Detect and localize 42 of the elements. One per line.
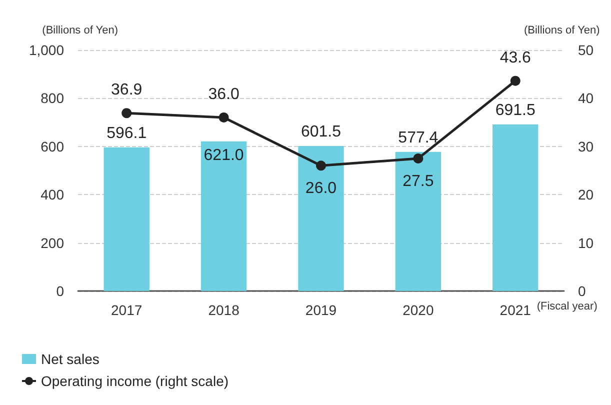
- x-axis-title: (Fiscal year): [536, 300, 598, 312]
- point: [218, 112, 229, 122]
- point: [413, 153, 424, 164]
- point: [316, 160, 326, 171]
- x-tick-label: 2019: [305, 302, 337, 318]
- y-tick-label: 0: [56, 283, 64, 299]
- bar: [492, 124, 538, 291]
- x-tick-label: 2020: [402, 302, 434, 318]
- y2-tick-label: 30: [578, 138, 594, 154]
- data-label: 596.1: [106, 124, 147, 142]
- legend-label: Net sales: [41, 351, 100, 367]
- point: [122, 108, 132, 118]
- data-label: 26.0: [305, 180, 337, 198]
- y2-tick-label: 50: [578, 42, 594, 58]
- data-label: 36.0: [208, 86, 240, 103]
- y-tick-label: 200: [40, 234, 64, 251]
- y-tick-label: 1,000: [28, 42, 64, 58]
- legend-label: Operating income (right scale): [41, 373, 229, 389]
- y-tick-label: 400: [40, 186, 64, 203]
- y2-tick-label: 0: [578, 283, 586, 299]
- y2-tick-label: 40: [578, 90, 594, 106]
- data-label: 577.4: [398, 129, 438, 146]
- bar: [104, 147, 150, 291]
- data-label: 36.9: [111, 82, 142, 99]
- data-label: 27.5: [402, 172, 434, 190]
- data-label: 691.5: [495, 102, 536, 119]
- y-tick-label: 800: [40, 90, 64, 106]
- data-label: 43.6: [500, 49, 532, 66]
- data-label: 601.5: [300, 124, 342, 141]
- bar: [200, 141, 247, 291]
- x-tick-label: 2021: [500, 302, 532, 318]
- y-tick-label: 600: [40, 138, 64, 154]
- x-tick-label: 2017: [111, 302, 142, 318]
- point: [510, 76, 520, 86]
- y-axis-title: (Billions of Yen): [42, 24, 118, 36]
- data-label: 621.0: [204, 146, 244, 164]
- y2-tick-label: 10: [578, 234, 594, 251]
- y2-tick-label: 20: [578, 186, 594, 203]
- y2-axis-title: (Billions of Yen): [524, 24, 600, 36]
- bar: [395, 152, 442, 291]
- x-tick-label: 2018: [208, 302, 240, 318]
- bar: [298, 146, 344, 291]
